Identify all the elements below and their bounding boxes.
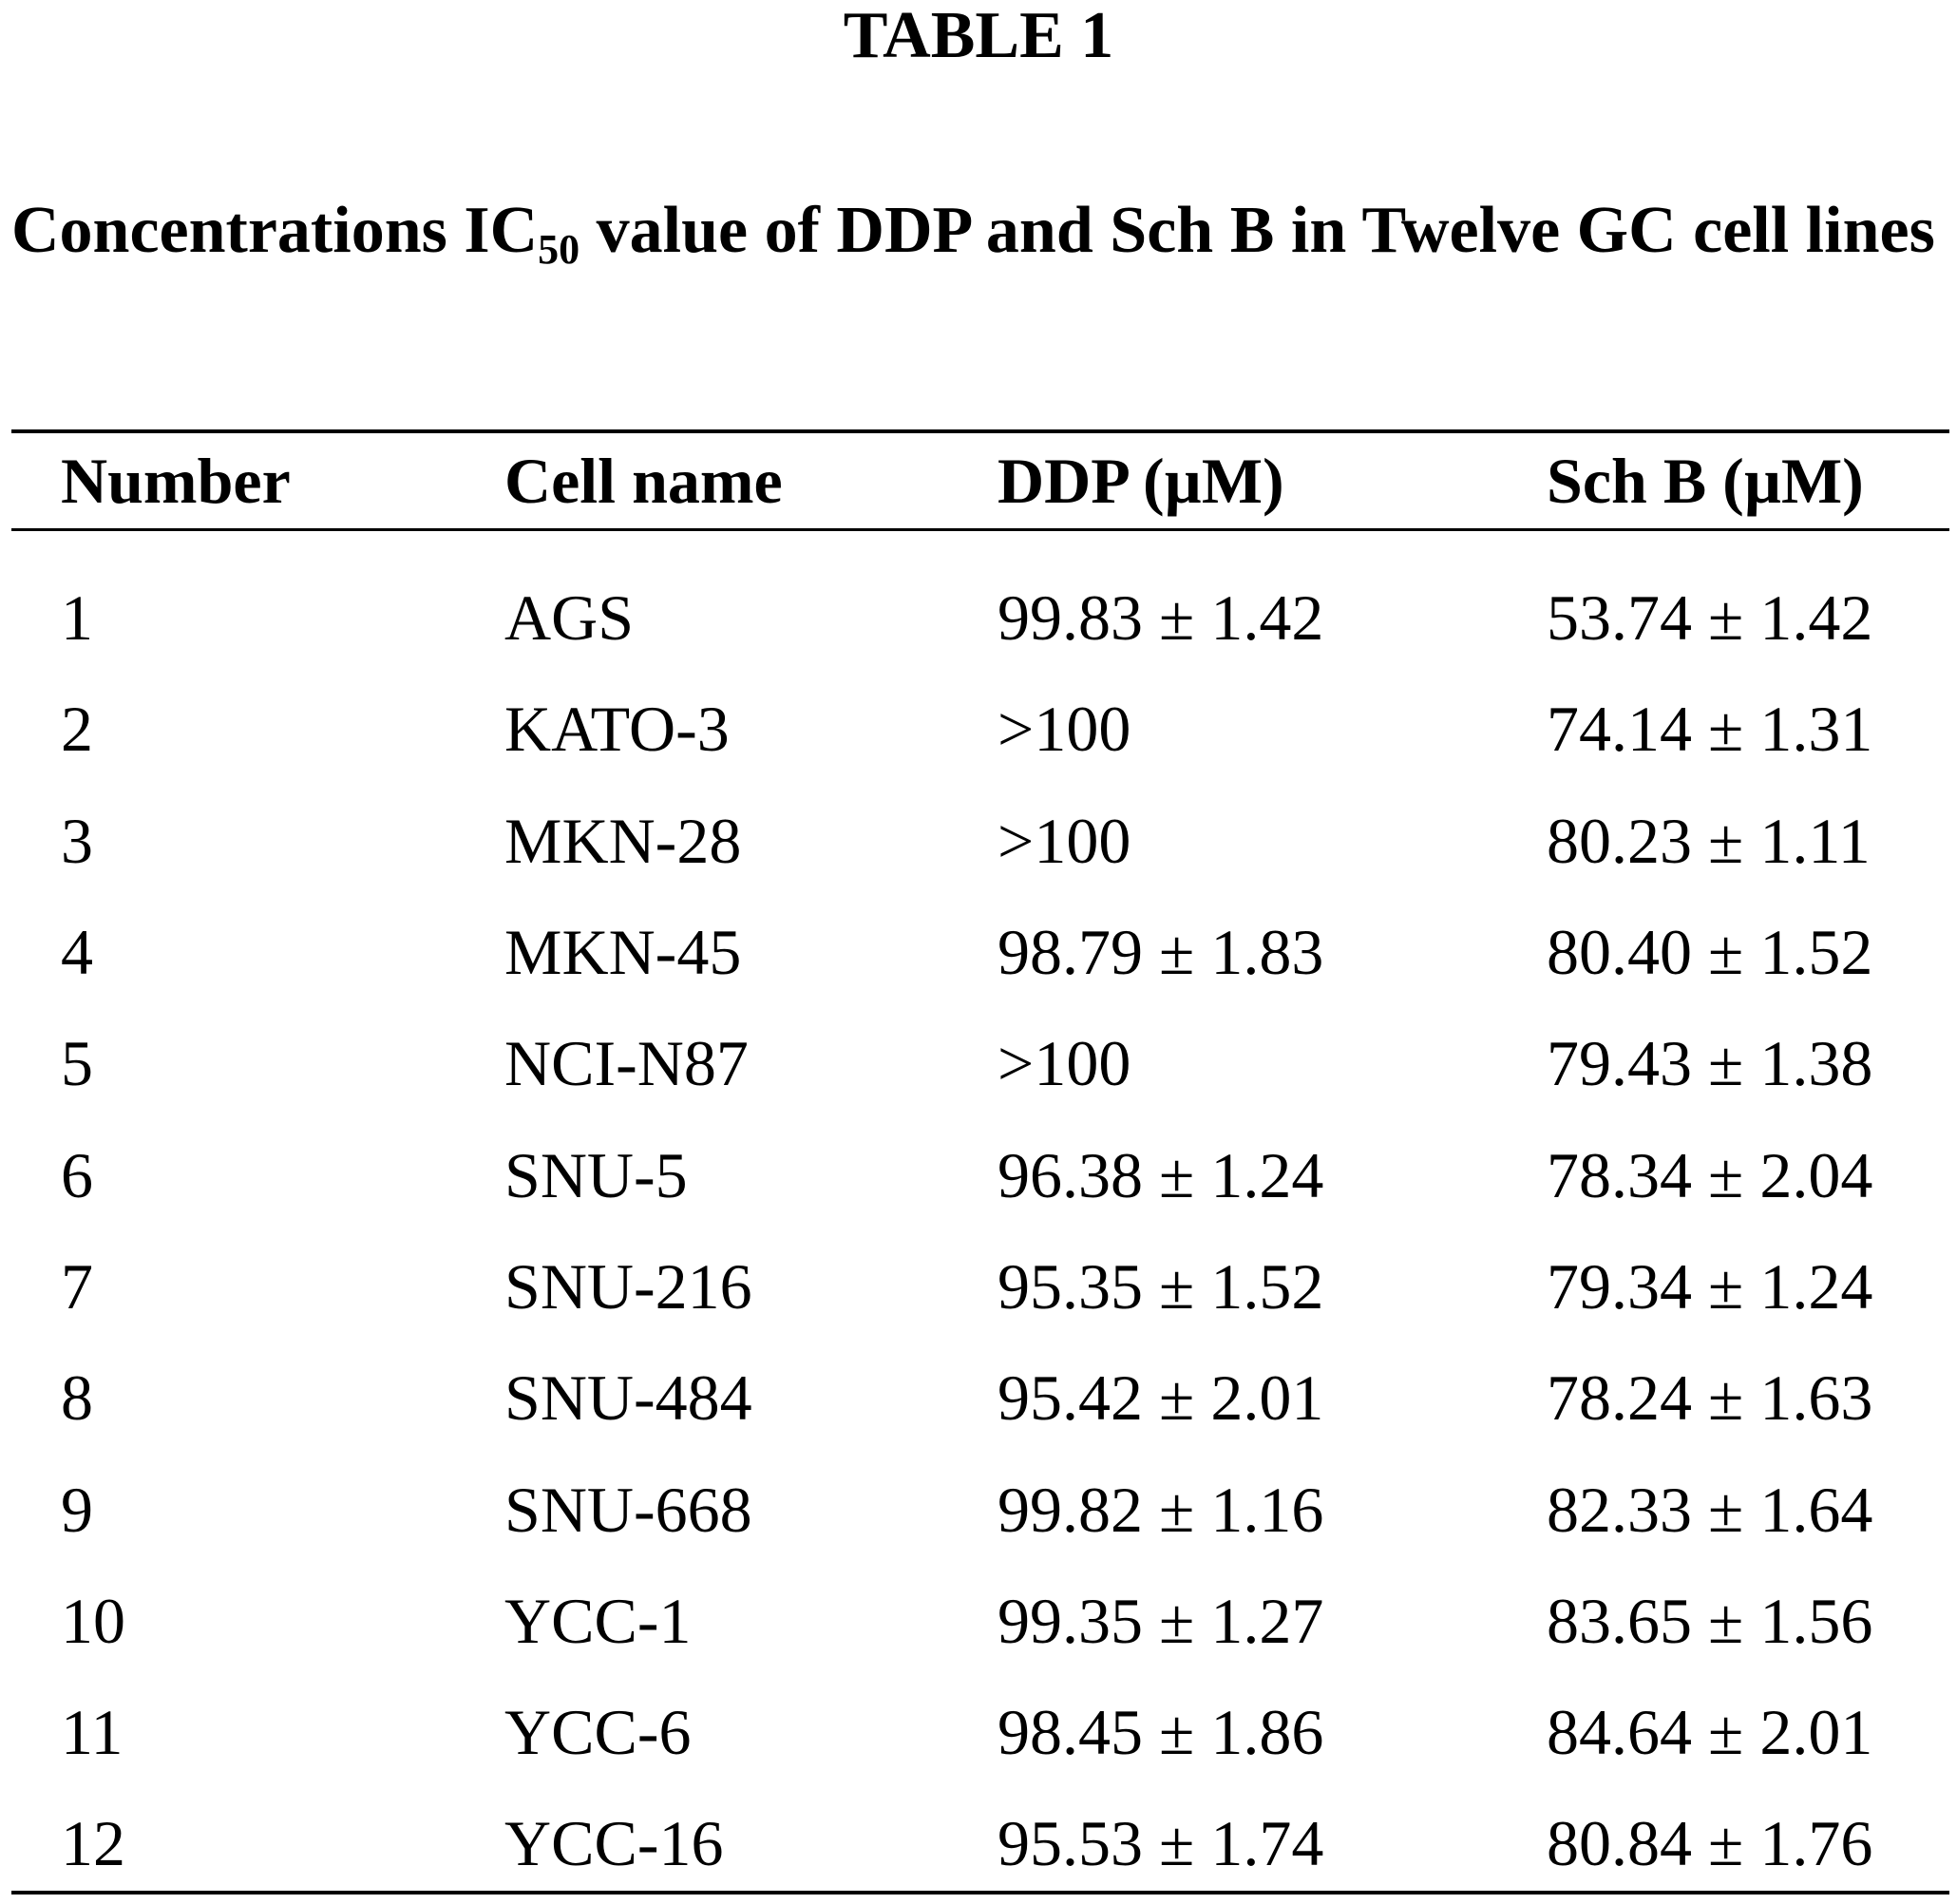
- table-row: 1 AGS 99.83 ± 1.42 53.74 ± 1.42: [11, 562, 1949, 674]
- table-row: 5 NCI-N87 >100 79.43 ± 1.38: [11, 1008, 1949, 1119]
- cell-sch-b: 79.43 ± 1.38: [1547, 1027, 1873, 1100]
- cell-name: SNU-216: [504, 1249, 752, 1323]
- cell-sch-b: 80.84 ± 1.76: [1547, 1807, 1873, 1880]
- caption-subscript: 50: [538, 226, 580, 273]
- table-row: 12 YCC-16 95.53 ± 1.74 80.84 ± 1.76: [11, 1788, 1949, 1899]
- cell-ddp: 98.79 ± 1.83: [998, 916, 1324, 989]
- cell-number: 4: [61, 916, 93, 989]
- cell-number: 6: [61, 1138, 93, 1211]
- header-rule: [11, 528, 1949, 531]
- cell-name: SNU-5: [504, 1138, 688, 1211]
- header-ddp: DDP (µM): [998, 444, 1284, 517]
- cell-number: 5: [61, 1027, 93, 1100]
- table-label: TABLE 1: [843, 0, 1114, 72]
- cell-sch-b: 53.74 ± 1.42: [1547, 581, 1873, 655]
- cell-ddp: 95.35 ± 1.52: [998, 1249, 1324, 1323]
- cell-sch-b: 78.34 ± 2.04: [1547, 1138, 1873, 1211]
- cell-sch-b: 80.40 ± 1.52: [1547, 916, 1873, 989]
- table-row: 9 SNU-668 99.82 ± 1.16 82.33 ± 1.64: [11, 1454, 1949, 1565]
- cell-ddp: >100: [998, 804, 1131, 877]
- cell-name: YCC-6: [504, 1696, 692, 1769]
- cell-number: 12: [61, 1807, 125, 1880]
- table-row: 11 YCC-6 98.45 ± 1.86 84.64 ± 2.01: [11, 1677, 1949, 1788]
- table-row: 10 YCC-1 99.35 ± 1.27 83.65 ± 1.56: [11, 1566, 1949, 1677]
- table-row: 7 SNU-216 95.35 ± 1.52 79.34 ± 1.24: [11, 1231, 1949, 1342]
- table-row: 8 SNU-484 95.42 ± 2.01 78.24 ± 1.63: [11, 1342, 1949, 1454]
- cell-name: MKN-45: [504, 916, 742, 989]
- header-sch-b: Sch B (µM): [1547, 444, 1864, 517]
- cell-name: YCC-1: [504, 1584, 692, 1657]
- header-cell-name: Cell name: [504, 444, 783, 517]
- cell-number: 7: [61, 1249, 93, 1323]
- cell-name: SNU-484: [504, 1361, 752, 1435]
- cell-name: YCC-16: [504, 1807, 724, 1880]
- cell-sch-b: 79.34 ± 1.24: [1547, 1249, 1873, 1323]
- cell-number: 2: [61, 693, 93, 766]
- table-body: 1 AGS 99.83 ± 1.42 53.74 ± 1.42 2 KATO-3…: [11, 562, 1949, 1900]
- caption-text-start: Concentrations IC: [11, 194, 539, 267]
- table-row: 3 MKN-28 >100 80.23 ± 1.11: [11, 786, 1949, 897]
- cell-ddp: >100: [998, 693, 1131, 766]
- bottom-rule: [11, 1891, 1949, 1894]
- cell-name: SNU-668: [504, 1473, 752, 1546]
- cell-number: 9: [61, 1473, 93, 1546]
- cell-ddp: 99.35 ± 1.27: [998, 1584, 1324, 1657]
- cell-ddp: >100: [998, 1027, 1131, 1100]
- cell-ddp: 96.38 ± 1.24: [998, 1138, 1324, 1211]
- data-table: 1 AGS 99.83 ± 1.42 53.74 ± 1.42 2 KATO-3…: [11, 562, 1949, 1900]
- cell-sch-b: 74.14 ± 1.31: [1547, 693, 1873, 766]
- cell-name: AGS: [504, 581, 635, 655]
- cell-number: 8: [61, 1361, 93, 1435]
- cell-sch-b: 84.64 ± 2.01: [1547, 1696, 1873, 1769]
- cell-ddp: 98.45 ± 1.86: [998, 1696, 1324, 1769]
- cell-number: 1: [61, 581, 93, 655]
- cell-ddp: 95.42 ± 2.01: [998, 1361, 1324, 1435]
- cell-number: 10: [61, 1584, 125, 1657]
- cell-sch-b: 82.33 ± 1.64: [1547, 1473, 1873, 1546]
- cell-ddp: 99.82 ± 1.16: [998, 1473, 1324, 1546]
- cell-name: KATO-3: [504, 693, 730, 766]
- table-row: 2 KATO-3 >100 74.14 ± 1.31: [11, 674, 1949, 785]
- cell-ddp: 99.83 ± 1.42: [998, 581, 1324, 655]
- table-header: Number Cell name DDP (µM) Sch B (µM): [11, 433, 1949, 528]
- cell-ddp: 95.53 ± 1.74: [998, 1807, 1324, 1880]
- cell-number: 3: [61, 804, 93, 877]
- table-row: 4 MKN-45 98.79 ± 1.83 80.40 ± 1.52: [11, 897, 1949, 1008]
- cell-sch-b: 80.23 ± 1.11: [1547, 804, 1871, 877]
- table-caption: Concentrations IC50 value of DDP and Sch…: [11, 188, 1949, 274]
- cell-sch-b: 83.65 ± 1.56: [1547, 1584, 1873, 1657]
- caption-text-end: value of DDP and Sch B in Twelve GC cell…: [580, 194, 1935, 267]
- header-row: Number Cell name DDP (µM) Sch B (µM): [11, 433, 1949, 528]
- cell-sch-b: 78.24 ± 1.63: [1547, 1361, 1873, 1435]
- top-rule: [11, 429, 1949, 433]
- cell-name: MKN-28: [504, 804, 742, 877]
- cell-number: 11: [61, 1696, 124, 1769]
- cell-name: NCI-N87: [504, 1027, 749, 1100]
- table-row: 6 SNU-5 96.38 ± 1.24 78.34 ± 2.04: [11, 1119, 1949, 1230]
- header-number: Number: [61, 444, 291, 517]
